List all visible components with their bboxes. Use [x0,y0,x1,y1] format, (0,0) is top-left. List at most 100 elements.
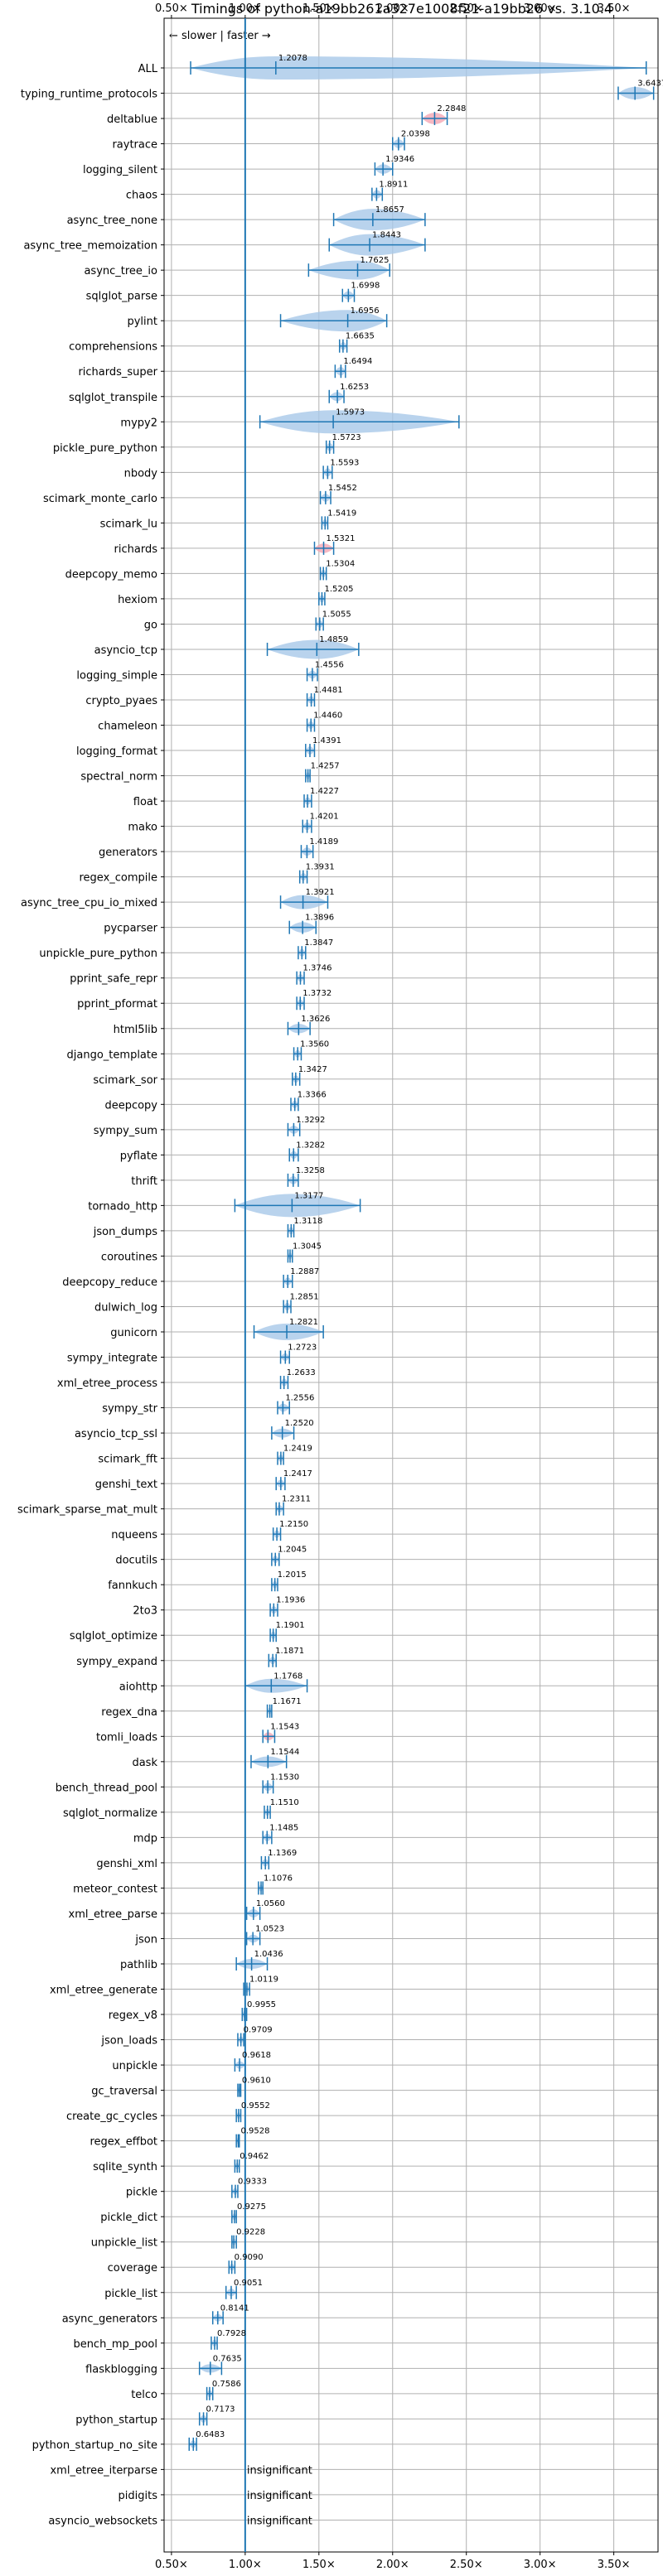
x-tick-label-bottom: 1.50× [302,2559,336,2571]
value-label: 1.3847 [304,938,333,948]
benchmark-label: sympy_integrate [67,1353,157,1365]
x-tick-label-bottom: 2.50× [450,2559,483,2571]
value-label: 0.9228 [236,2228,265,2237]
insignificant-label: insignificant [247,2464,312,2477]
value-label: 1.8911 [379,181,408,190]
benchmark-label: scimark_lu [100,518,157,530]
value-label: 1.1936 [276,1596,305,1605]
value-label: 1.4391 [312,736,341,745]
value-label: 1.6956 [351,306,380,316]
benchmark-label: json_loads [100,2035,157,2048]
chart-title: Timings of python-a19bb261a327e1008f21-a… [191,1,612,17]
benchmark-label: unpickle_list [91,2237,157,2250]
benchmark-label: chameleon [98,721,157,733]
benchmark-label: mako [128,822,157,834]
value-label: 1.7625 [361,256,390,265]
benchmark-label: asyncio_tcp [94,644,157,657]
value-label: 1.2078 [278,54,307,63]
benchmark-label: sqlglot_parse [86,291,157,303]
x-tick-label-top: 2.00× [376,2,409,15]
value-label: 1.2520 [285,1419,314,1428]
value-label: 1.4201 [310,813,339,822]
value-label: 1.9346 [385,155,414,164]
value-label: 0.7586 [212,2380,241,2389]
benchmark-label: pprint_pformat [77,998,157,1011]
benchmark-label: richards [114,543,158,556]
value-label: 1.1544 [270,1748,299,1757]
benchmark-label: python_startup_no_site [32,2439,157,2452]
benchmark-label: pyflate [120,1150,157,1162]
value-label: 1.2851 [290,1292,319,1301]
benchmark-label: sqlglot_transpile [69,392,157,404]
benchmark-label: html5lib [114,1024,157,1036]
value-label: 1.3896 [305,914,334,923]
value-label: 1.2556 [285,1394,314,1403]
x-tick-label-bottom: 3.50× [598,2559,631,2571]
value-label: 1.2311 [282,1495,311,1504]
value-label: 1.2723 [288,1343,317,1353]
benchmark-label: go [144,619,157,631]
benchmark-label: async_tree_none [67,215,157,227]
benchmark-label: pathlib [120,1959,157,1971]
benchmark-label: scimark_sparse_mat_mult [17,1504,157,1517]
benchmark-label: aiohttp [119,1681,157,1693]
x-tick-label-top: 3.00× [524,2,557,15]
value-label: 1.1369 [268,1849,297,1858]
benchmark-label: sympy_expand [76,1656,157,1668]
benchmark-label: sympy_sum [94,1125,157,1137]
value-label: 1.3177 [294,1191,323,1200]
x-tick-label-bottom: 2.00× [376,2559,409,2571]
benchmark-label: meteor_contest [73,1883,157,1895]
benchmark-label: flaskblogging [85,2363,157,2376]
value-label: 0.7635 [213,2354,242,2363]
benchmark-label: unpickle [112,2060,157,2072]
benchmark-label: hexiom [118,594,157,606]
benchmark-label: regex_dna [101,1706,157,1719]
benchmark-label: scimark_sor [93,1074,157,1087]
violin-bodies [188,56,655,2451]
value-label: 1.2633 [287,1368,316,1377]
value-label: 0.9275 [237,2202,266,2212]
direction-annotation: ← slower | faster → [169,30,271,42]
value-label: 1.3118 [293,1217,322,1226]
value-label: 2.0398 [401,130,430,139]
benchmark-label: telco [131,2389,157,2401]
value-label: 1.1768 [273,1672,302,1681]
value-label: 1.2015 [278,1570,307,1580]
x-tick-label-bottom: 1.00× [229,2559,262,2571]
x-tick-label-top: 0.50× [155,2,188,15]
value-label: 1.4189 [309,837,338,847]
benchmark-label: xml_etree_parse [69,1908,157,1921]
value-label: 0.9051 [234,2279,263,2288]
value-label: 1.1076 [264,1874,293,1883]
benchmark-label: gunicorn [110,1327,157,1339]
value-label: 1.1485 [269,1823,298,1832]
value-label: 1.3045 [293,1242,322,1251]
value-label: 1.6253 [340,383,369,392]
value-label: 1.4460 [313,712,342,721]
value-label: 0.9610 [242,2077,271,2086]
benchmark-label: ALL [138,63,158,75]
benchmark-label: regex_compile [79,872,157,885]
benchmark-label: mdp [133,1832,157,1845]
benchmark-label: create_gc_cycles [66,2110,157,2123]
benchmark-label: tomli_loads [96,1731,157,1744]
value-label: 1.1901 [276,1621,305,1630]
x-tick-label-top: 1.50× [302,2,336,15]
value-label: 1.1510 [270,1798,299,1807]
benchmark-label: pickle_list [104,2288,157,2300]
benchmark-label: bench_thread_pool [56,1782,157,1794]
value-label: 1.5419 [327,509,356,518]
value-label: 1.8443 [372,231,401,240]
value-label: 1.1671 [273,1697,302,1706]
benchmark-label: pylint [127,316,157,328]
value-label: 1.0436 [254,1950,283,1959]
labels: 0.50× 0.50× 1.00× 1.00× 1.50× 1.50× 2.00× 2.00×… [17,2,663,2571]
benchmark-label: xml_etree_process [57,1377,157,1390]
benchmark-label: pickle [126,2187,157,2199]
value-label: 1.3560 [300,1040,329,1049]
benchmark-label: tornado_http [88,1200,157,1213]
value-label: 1.3732 [302,989,332,998]
benchmark-label: gc_traversal [91,2086,157,2098]
value-label: 1.2150 [279,1520,308,1529]
